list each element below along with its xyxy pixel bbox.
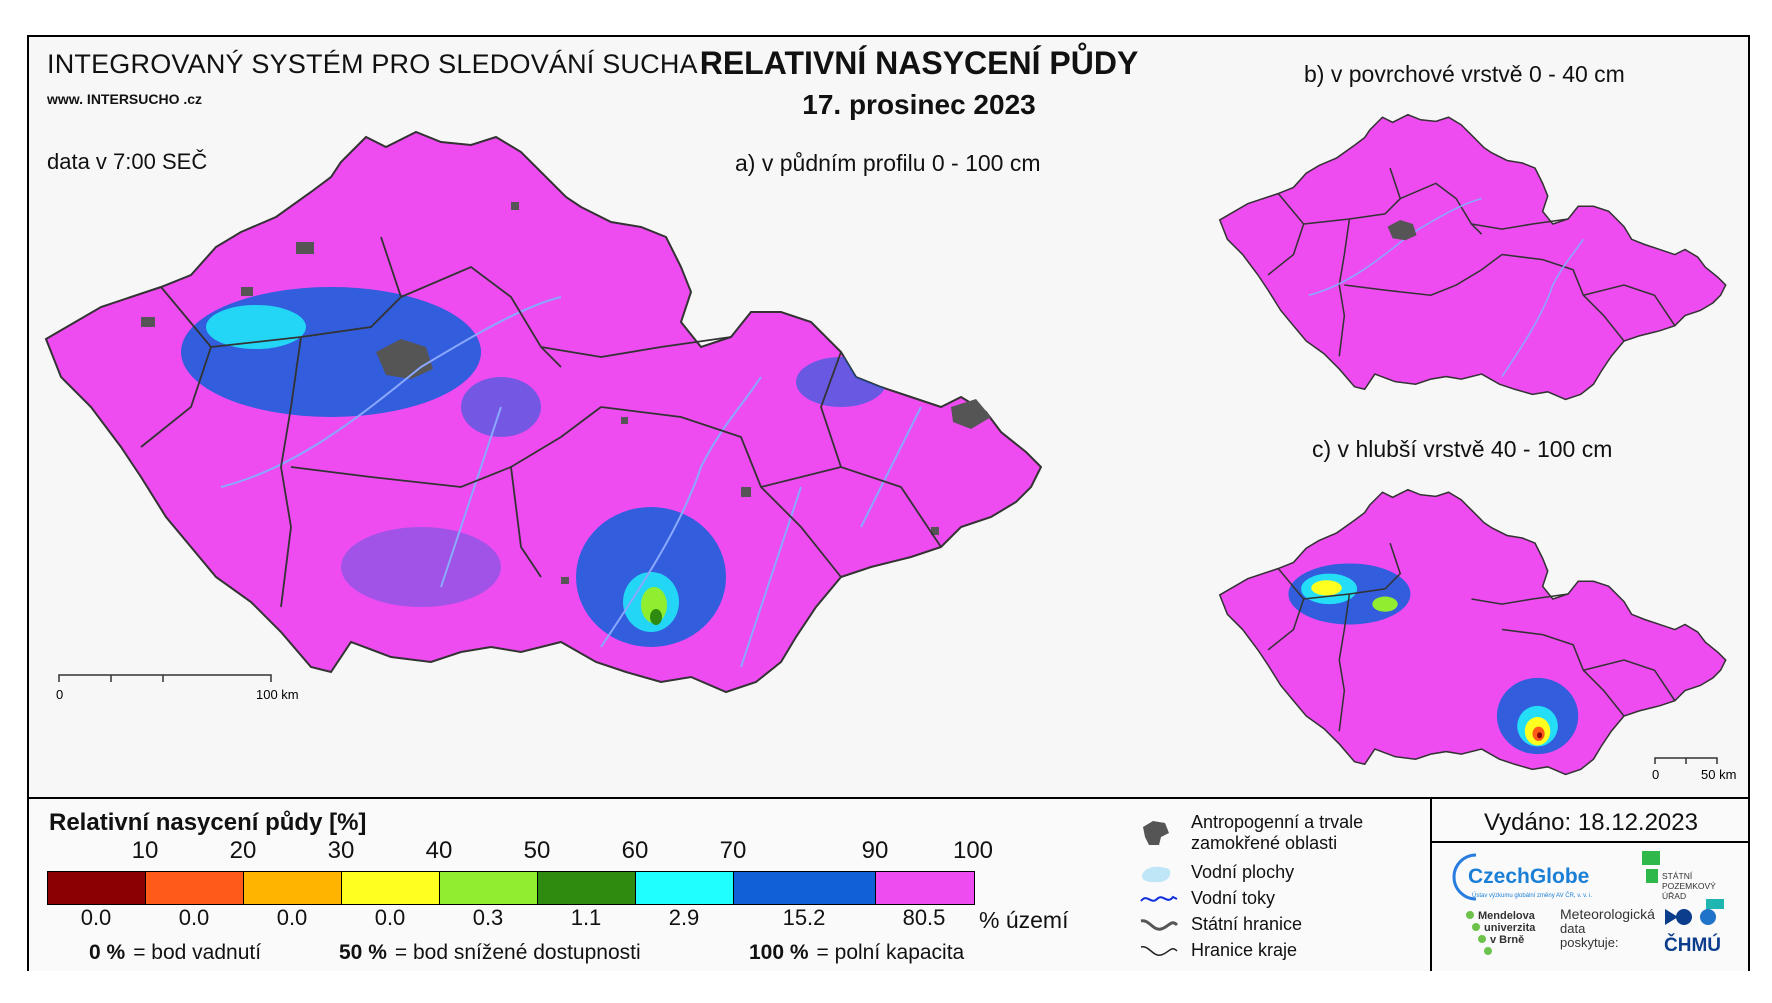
map-b-country xyxy=(1218,113,1727,401)
rivers xyxy=(220,296,922,668)
map-a-country xyxy=(44,130,1043,694)
region-borders xyxy=(1267,167,1676,357)
map-frame: INTEGROVANÝ SYSTÉM PRO SLEDOVÁNÍ SUCHA w… xyxy=(27,35,1750,971)
legend-shares: 0.0 0.0 0.0 0.0 0.3 1.1 2.9 15.2 80.5 xyxy=(47,905,1047,933)
legend-note-2: 50 % = bod snížené dostupnosti xyxy=(339,941,641,964)
svg-text:50 km: 50 km xyxy=(1701,767,1736,782)
map-a-profile: 0 100 km xyxy=(44,130,1043,702)
legend-tick-7: 70 xyxy=(719,837,747,864)
legend-share-6: 1.1 xyxy=(570,905,602,930)
legend-class-3 xyxy=(244,872,342,904)
rivers-label: Vodní toky xyxy=(1191,888,1276,908)
svg-text:0: 0 xyxy=(56,687,63,702)
map-a-scalebar: 0 100 km xyxy=(56,674,299,702)
legend-share-7: 2.9 xyxy=(668,905,700,930)
legend-panel: Relativní nasycení půdy [%] 10 20 30 40 50 60… xyxy=(29,797,1750,971)
main-date: 17. prosinec 2023 xyxy=(802,89,1036,120)
svg-text:v Brně: v Brně xyxy=(1490,934,1524,946)
anthropogenic-area xyxy=(1387,219,1417,241)
legend-share-9: 80.5 xyxy=(902,905,946,930)
legend-note-1: 0 % = bod vadnutí xyxy=(89,941,262,964)
map-area: INTEGROVANÝ SYSTÉM PRO SLEDOVÁNÍ SUCHA w… xyxy=(29,37,1748,797)
legend-tick-1: 10 xyxy=(131,837,159,864)
map-c-deep xyxy=(1218,488,1727,776)
main-title: RELATIVNÍ NASYCENÍ PŮDY xyxy=(699,45,1139,81)
svg-text:POZEMKOVÝ: POZEMKOVÝ xyxy=(1662,881,1716,891)
river-icon xyxy=(1140,895,1178,902)
map-b-caption: b) v povrchové vrstvě 0 - 40 cm xyxy=(1304,61,1625,87)
svg-text:CzechGlobe: CzechGlobe xyxy=(1468,865,1589,888)
map-a-caption: a) v půdním profilu 0 - 100 cm xyxy=(735,150,1041,176)
svg-text:100 km: 100 km xyxy=(256,687,299,702)
svg-text:poskytuje:: poskytuje: xyxy=(1560,935,1619,950)
region-border-label: Hranice kraje xyxy=(1191,940,1298,960)
region-borders xyxy=(140,236,942,608)
issued-date: Vydáno: 18.12.2023 xyxy=(1484,809,1698,836)
legend-share-1: 0.0 xyxy=(80,905,112,930)
state-border-icon xyxy=(1140,919,1179,931)
data-time: data v 7:00 SEČ xyxy=(47,149,208,174)
czechglobe-logo: CzechGlobe Ústav výzkumu globální změny … xyxy=(1452,853,1592,901)
legend-class-4 xyxy=(342,872,440,904)
issued-box: Vydáno: 18.12.2023 CzechGlobe Ústav výzk… xyxy=(1430,799,1750,971)
legend-tick-6: 60 xyxy=(621,837,649,864)
map-b-surface xyxy=(1218,113,1727,401)
state-border-label: Státní hranice xyxy=(1191,914,1303,934)
legend-note-3: 100 % = polní kapacita xyxy=(749,941,965,964)
legend-share-8: 15.2 xyxy=(782,905,826,930)
legend-tick-8: 90 xyxy=(861,837,889,864)
svg-text:univerzita: univerzita xyxy=(1484,922,1536,934)
anthropogenic-icon xyxy=(1143,821,1169,845)
water-body-icon xyxy=(1141,866,1171,883)
svg-text:Ústav výzkumu globální změny A: Ústav výzkumu globální změny AV ČR, v. v… xyxy=(1472,892,1592,899)
system-title: INTEGROVANÝ SYSTÉM PRO SLEDOVÁNÍ SUCHA xyxy=(47,49,698,79)
legend-share-3: 0.0 xyxy=(276,905,308,930)
legend-class-5 xyxy=(440,872,538,904)
map-c-caption: c) v hlubší vrstvě 40 - 100 cm xyxy=(1312,436,1613,462)
legend-tick-9: 100 xyxy=(952,837,994,864)
wet-zone xyxy=(181,287,481,417)
svg-text:Meteorologická: Meteorologická xyxy=(1560,906,1655,922)
legend-title: Relativní nasycení půdy [%] xyxy=(49,809,367,836)
svg-text:data: data xyxy=(1560,921,1586,936)
legend-class-2 xyxy=(146,872,244,904)
legend-class-8 xyxy=(734,872,876,904)
legend-class-7 xyxy=(636,872,734,904)
svg-text:ÚŘAD: ÚŘAD xyxy=(1662,891,1686,901)
anthropogenic-label: Antropogenní a trvale zamokřené oblasti xyxy=(1191,812,1364,853)
legend-tick-4: 40 xyxy=(425,837,453,864)
mendel-logo: Mendelova univerzita v Brně xyxy=(1466,910,1536,955)
map-c-country xyxy=(1218,488,1727,776)
legend-tick-3: 30 xyxy=(327,837,355,864)
map-c-scalebar: 0 50 km xyxy=(1652,757,1736,782)
spu-logo: STÁTNÍ POZEMKOVÝ ÚŘAD xyxy=(1642,851,1724,909)
legend-ticks: 10 20 30 40 50 60 70 90 100 xyxy=(47,837,993,865)
legend-class-9 xyxy=(876,872,974,904)
legend-class-1 xyxy=(48,872,146,904)
region-border-icon xyxy=(1140,946,1178,956)
chmu-logo: Meteorologická data poskytuje: ČHMÚ xyxy=(1560,906,1721,956)
legend-share-4: 0.0 xyxy=(374,905,406,930)
svg-text:ČHMÚ: ČHMÚ xyxy=(1664,934,1721,956)
legend-share-2: 0.0 xyxy=(178,905,210,930)
share-unit: % území xyxy=(979,907,1069,933)
svg-text:STÁTNÍ: STÁTNÍ xyxy=(1662,871,1693,881)
water-bodies-label: Vodní plochy xyxy=(1191,862,1295,882)
legend-tick-2: 20 xyxy=(229,837,257,864)
svg-text:Mendelova: Mendelova xyxy=(1478,910,1536,922)
legend-class-6 xyxy=(538,872,636,904)
svg-text:0: 0 xyxy=(1652,767,1659,782)
website-link[interactable]: www. INTERSUCHO .cz xyxy=(47,91,203,107)
legend-tick-5: 50 xyxy=(523,837,551,864)
legend-colorbar xyxy=(47,871,975,905)
legend-share-5: 0.3 xyxy=(472,905,504,930)
